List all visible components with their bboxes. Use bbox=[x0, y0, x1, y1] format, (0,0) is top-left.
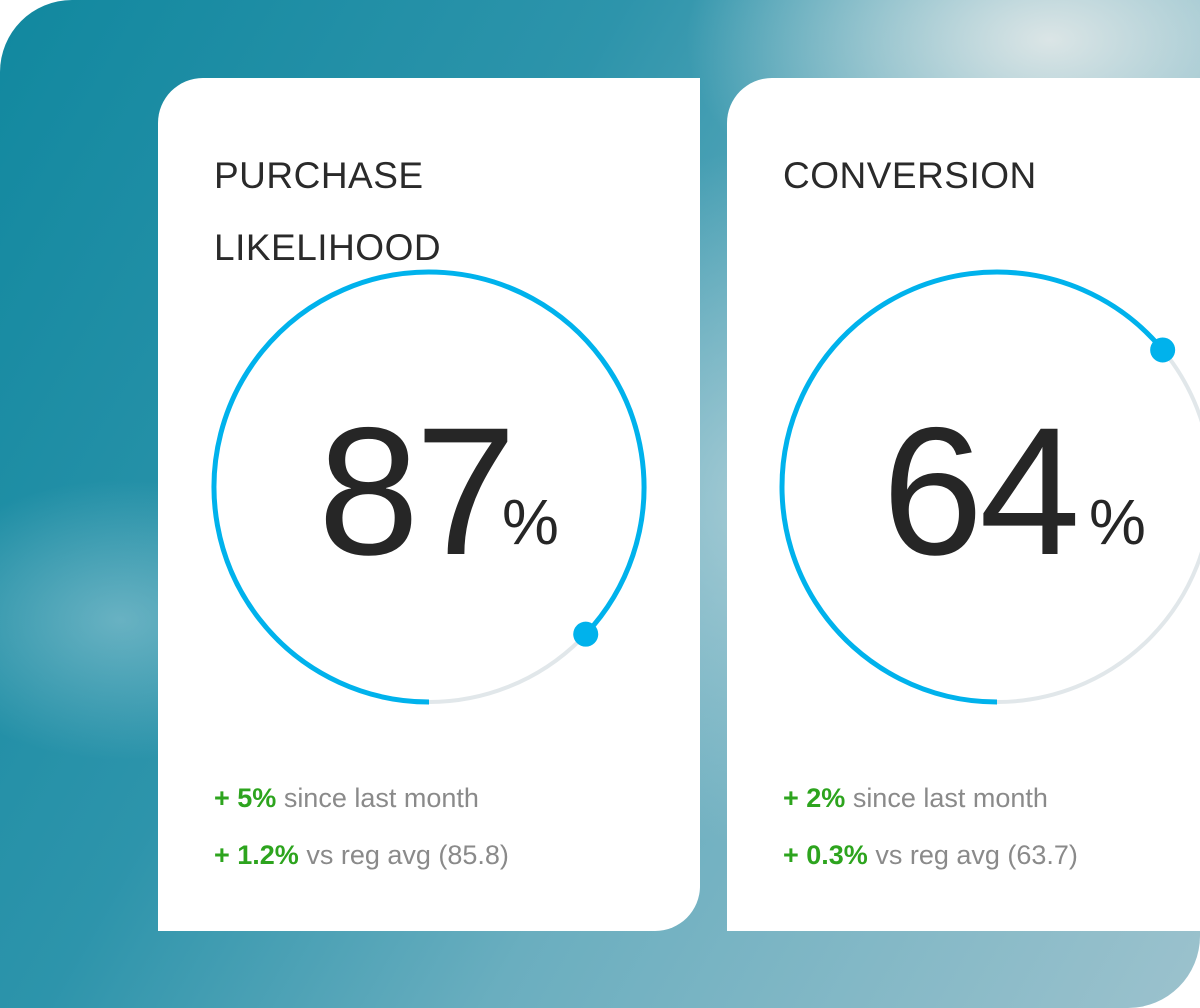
progress-gauge bbox=[211, 269, 647, 705]
conversion-card: CONVERSION 64 % + 2% since last month + … bbox=[727, 78, 1200, 931]
card-title: CONVERSION bbox=[783, 155, 1037, 196]
stat-label: vs reg avg (85.8) bbox=[306, 840, 509, 870]
stat-delta: + 2% bbox=[783, 783, 846, 813]
metric-value: 64 bbox=[882, 389, 1080, 593]
gauge-progress-arc bbox=[779, 269, 1165, 705]
metric-unit: % bbox=[502, 486, 559, 558]
gauge-progress-arc bbox=[211, 269, 647, 705]
stat-vs-reg-avg: + 0.3% vs reg avg (63.7) bbox=[783, 840, 1078, 871]
card-title: PURCHASE LIKELIHOOD bbox=[214, 155, 442, 268]
stat-vs-reg-avg: + 1.2% vs reg avg (85.8) bbox=[214, 840, 509, 871]
progress-gauge bbox=[779, 269, 1200, 705]
metric-value: 87 bbox=[318, 389, 516, 593]
stat-label: vs reg avg (63.7) bbox=[875, 840, 1078, 870]
stat-label: since last month bbox=[852, 783, 1048, 813]
stat-delta: + 1.2% bbox=[214, 840, 299, 870]
stat-delta: + 0.3% bbox=[783, 840, 868, 870]
stat-since-last-month: + 2% since last month bbox=[783, 783, 1048, 814]
gauge-knob bbox=[573, 621, 599, 647]
purchase-likelihood-card: PURCHASE LIKELIHOOD 87 % + 5% since last… bbox=[158, 78, 700, 931]
stat-label: since last month bbox=[283, 783, 479, 813]
stat-since-last-month: + 5% since last month bbox=[214, 783, 479, 814]
metric-unit: % bbox=[1089, 486, 1146, 558]
stat-delta: + 5% bbox=[214, 783, 277, 813]
gauge-knob bbox=[1150, 337, 1176, 363]
